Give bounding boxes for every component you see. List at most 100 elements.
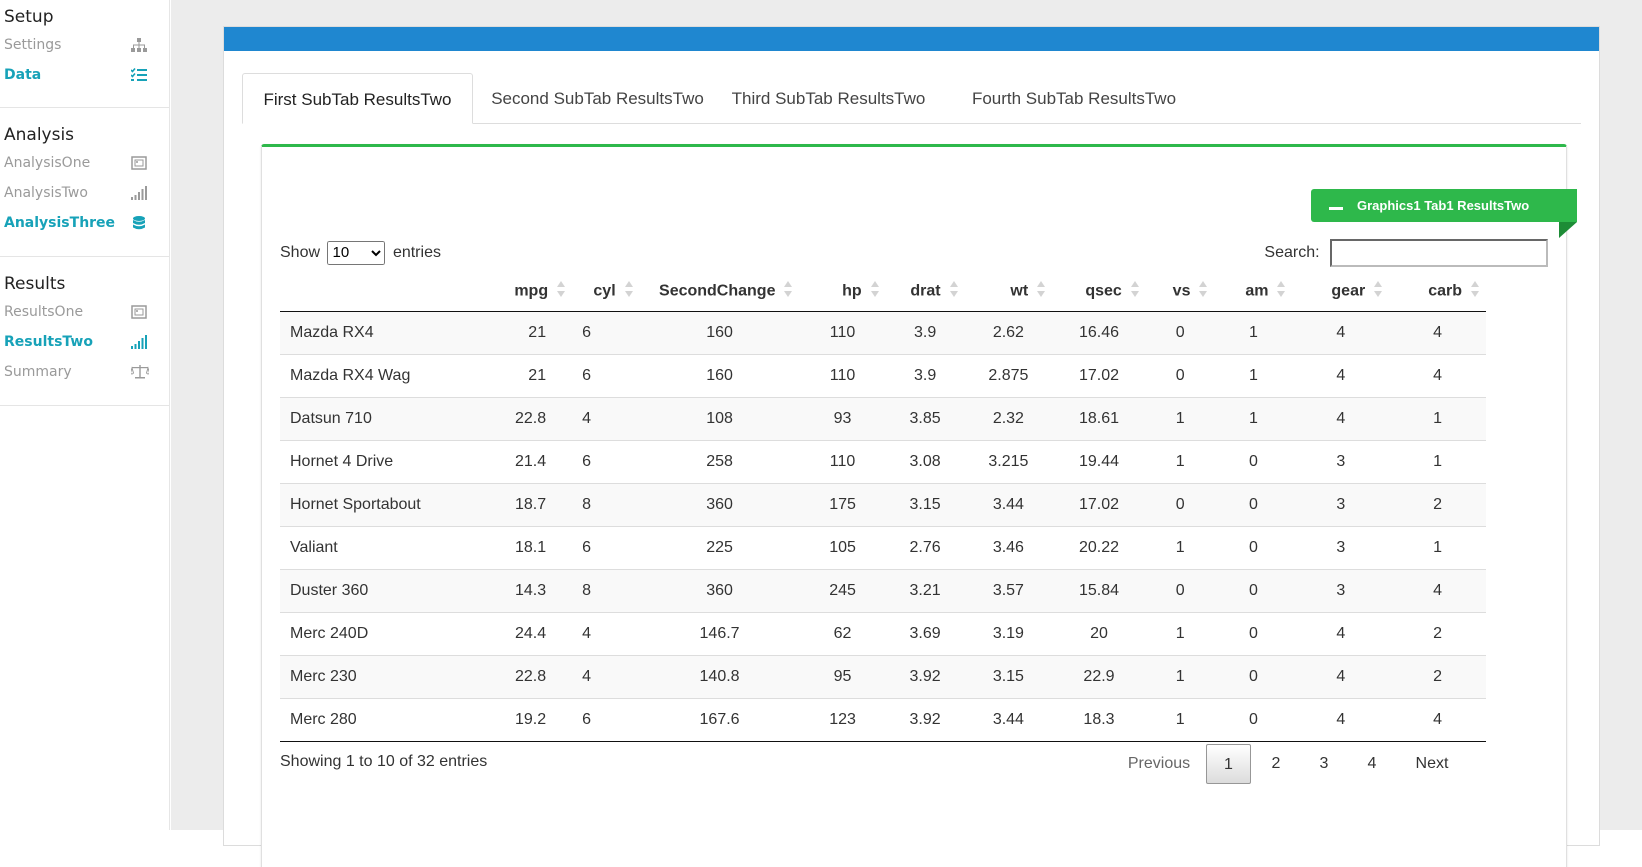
sort-arrows-icon	[1272, 280, 1286, 303]
table-cell-vs: 1	[1145, 440, 1215, 484]
table-cell-gear: 3	[1292, 440, 1390, 484]
tab-second-subtab[interactable]: Second SubTab ResultsTwo	[491, 89, 704, 108]
table-cell-carb: 4	[1389, 698, 1486, 742]
table-cell-drat: 2.76	[885, 526, 965, 570]
search-label: Search:	[1264, 244, 1320, 262]
sidebar-item-analysisone[interactable]: AnalysisOne	[0, 148, 169, 178]
table-cell-wt: 2.62	[964, 311, 1053, 355]
minus-icon	[1329, 207, 1343, 210]
table-cell-gear: 4	[1292, 655, 1390, 699]
tab-fourth-subtab[interactable]: Fourth SubTab ResultsTwo	[971, 89, 1177, 108]
list-check-icon	[131, 68, 147, 82]
column-header-label: carb	[1428, 282, 1462, 300]
table-cell-mpg: 14.3	[500, 569, 573, 613]
table-cell-am: 1	[1214, 397, 1293, 441]
table-cell-vs: 0	[1145, 311, 1215, 355]
page-button-1[interactable]: 1	[1206, 744, 1251, 784]
column-header-secondchange[interactable]: SecondChange	[639, 271, 800, 312]
sidebar-section-setup: Setup Settings Data	[0, 0, 169, 108]
sidebar-item-label: AnalysisThree	[4, 215, 116, 231]
sidebar-item-label: ResultsOne	[4, 304, 84, 320]
table-cell-qsec: 20.22	[1052, 526, 1146, 570]
sidebar-item-label: Settings	[4, 37, 62, 53]
sidebar-item-settings[interactable]: Settings	[0, 30, 169, 60]
sort-arrows-icon	[1369, 280, 1383, 303]
sidebar-item-analysisthree[interactable]: AnalysisThree	[0, 208, 169, 238]
table-cell-hp: 62	[799, 612, 886, 656]
table-cell-wt: 3.215	[964, 440, 1053, 484]
table-cell-hp: 175	[799, 483, 886, 527]
column-header-name[interactable]	[280, 271, 501, 312]
table-cell-drat: 3.08	[885, 440, 965, 484]
table-cell-wt: 3.44	[964, 483, 1053, 527]
sidebar-item-data[interactable]: Data	[0, 60, 169, 90]
table-cell-vs: 1	[1145, 698, 1215, 742]
table-cell-am: 0	[1214, 569, 1293, 613]
table-cell-cyl: 4	[572, 655, 640, 699]
database-icon	[131, 216, 147, 230]
column-header-hp[interactable]: hp	[799, 271, 886, 312]
table-cell-am: 0	[1214, 612, 1293, 656]
column-header-vs[interactable]: vs	[1145, 271, 1215, 312]
column-header-am[interactable]: am	[1214, 271, 1293, 312]
table-cell-qsec: 18.61	[1052, 397, 1146, 441]
datatable-controls: Show 10 entries Search:	[280, 239, 1548, 269]
tab-third-subtab[interactable]: Third SubTab ResultsTwo	[731, 89, 926, 108]
column-header-label: drat	[910, 282, 941, 300]
table-cell-vs: 1	[1145, 655, 1215, 699]
table-cell-carb: 1	[1389, 440, 1486, 484]
table-info: Showing 1 to 10 of 32 entries	[280, 753, 488, 770]
table-cell-secondchange: 140.8	[639, 655, 800, 699]
table-cell-am: 0	[1214, 483, 1293, 527]
table-cell-name: Hornet 4 Drive	[280, 440, 501, 484]
table-header-row: mpg cyl SecondChange hp drat wt qsec vs am gear ca…	[280, 271, 1486, 312]
entries-length-select[interactable]: 10	[327, 240, 386, 265]
sidebar-item-resultsone[interactable]: ResultsOne	[0, 297, 169, 327]
collapse-ribbon-button[interactable]: Graphics1 Tab1 ResultsTwo	[1311, 189, 1577, 222]
table-cell-qsec: 19.44	[1052, 440, 1146, 484]
sidebar-item-resultstwo[interactable]: ResultsTwo	[0, 327, 169, 357]
column-header-label: hp	[842, 282, 862, 300]
table-cell-wt: 3.44	[964, 698, 1053, 742]
table-row: Mazda RX4 Wag 21 6 160 110 3.9 2.875 17.02 0 1 4 4	[280, 354, 1486, 398]
sidebar-section-title: Setup	[4, 7, 54, 27]
table-cell-secondchange: 167.6	[639, 698, 800, 742]
table-cell-secondchange: 360	[639, 483, 800, 527]
next-page-button[interactable]: Next	[1415, 755, 1449, 772]
column-header-cyl[interactable]: cyl	[572, 271, 640, 312]
column-header-drat[interactable]: drat	[885, 271, 965, 312]
search-input[interactable]	[1330, 239, 1548, 267]
table-cell-qsec: 15.84	[1052, 569, 1146, 613]
table-cell-qsec: 17.02	[1052, 354, 1146, 398]
previous-page-button[interactable]: Previous	[1127, 755, 1191, 772]
sidebar-item-summary[interactable]: Summary	[0, 357, 169, 387]
column-header-carb[interactable]: carb	[1389, 271, 1486, 312]
table-cell-gear: 4	[1292, 612, 1390, 656]
table-row: Mazda RX4 21 6 160 110 3.9 2.62 16.46 0 1 4 4	[280, 311, 1486, 355]
page-button-2[interactable]: 2	[1271, 755, 1281, 772]
table-cell-name: Mazda RX4 Wag	[280, 354, 501, 398]
table-cell-drat: 3.15	[885, 483, 965, 527]
table-cell-mpg: 22.8	[500, 655, 573, 699]
page-button-3[interactable]: 3	[1319, 755, 1329, 772]
table-cell-cyl: 6	[572, 354, 640, 398]
sidebar-item-analysistwo[interactable]: AnalysisTwo	[0, 178, 169, 208]
table-cell-secondchange: 146.7	[639, 612, 800, 656]
column-header-qsec[interactable]: qsec	[1052, 271, 1146, 312]
table-cell-vs: 1	[1145, 397, 1215, 441]
column-header-mpg[interactable]: mpg	[500, 271, 573, 312]
table-cell-gear: 3	[1292, 569, 1390, 613]
table-cell-drat: 3.9	[885, 354, 965, 398]
sort-arrows-icon	[1194, 280, 1208, 303]
table-cell-drat: 3.21	[885, 569, 965, 613]
page-button-4[interactable]: 4	[1367, 755, 1377, 772]
table-cell-qsec: 22.9	[1052, 655, 1146, 699]
table-cell-qsec: 18.3	[1052, 698, 1146, 742]
tab-first-subtab[interactable]: First SubTab ResultsTwo	[242, 73, 473, 124]
column-header-gear[interactable]: gear	[1292, 271, 1390, 312]
subtab-bar: First SubTab ResultsTwo Second SubTab Re…	[242, 73, 1581, 124]
table-cell-mpg: 18.1	[500, 526, 573, 570]
column-header-wt[interactable]: wt	[964, 271, 1053, 312]
show-label: Show	[280, 244, 321, 261]
table-cell-carb: 4	[1389, 311, 1486, 355]
